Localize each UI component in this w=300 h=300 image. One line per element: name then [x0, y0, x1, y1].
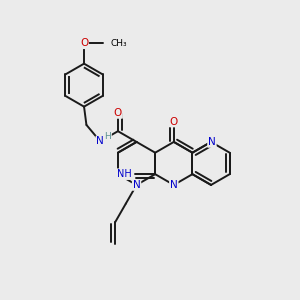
Text: H: H [104, 131, 111, 140]
Text: N: N [208, 137, 216, 147]
Text: CH₃: CH₃ [111, 39, 128, 48]
Text: O: O [114, 108, 122, 118]
Text: O: O [80, 38, 88, 48]
Text: NH: NH [117, 169, 132, 179]
Text: N: N [133, 180, 140, 190]
Text: N: N [170, 180, 178, 190]
Text: O: O [170, 116, 178, 127]
Text: N: N [96, 136, 104, 146]
